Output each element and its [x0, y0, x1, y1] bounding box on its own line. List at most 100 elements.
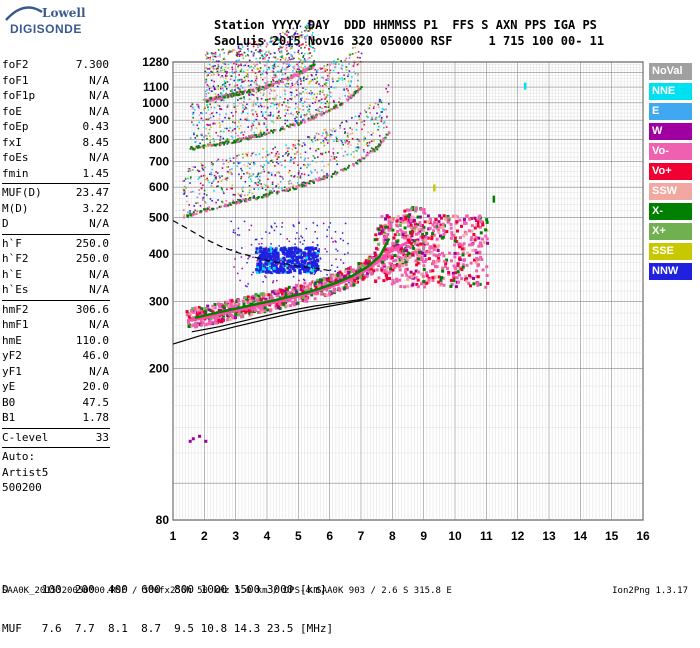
echo-point	[219, 124, 221, 127]
echo-point	[304, 164, 306, 166]
echo-point	[192, 166, 195, 168]
echo-point	[226, 73, 228, 75]
echo-point	[275, 103, 278, 106]
echo-point	[298, 111, 300, 114]
echo-point	[214, 53, 217, 56]
echo-point	[231, 68, 234, 71]
echo-point	[203, 193, 206, 195]
spread-f-point	[390, 282, 394, 286]
echo-edge-point	[245, 200, 248, 203]
spread-f-point	[409, 241, 413, 245]
echo-point	[350, 81, 352, 83]
f-trace-point	[369, 267, 373, 271]
spread-f-point	[435, 237, 439, 241]
spread-f-point	[485, 274, 489, 278]
echo-point	[354, 72, 357, 75]
echo-point	[344, 141, 347, 144]
echo-point	[347, 95, 349, 98]
diffuse-point	[294, 247, 297, 249]
echo-point	[236, 125, 239, 128]
echo-edge-point	[268, 193, 271, 196]
diffuse-point	[326, 274, 328, 276]
f-trace-point	[250, 312, 254, 316]
echo-point	[270, 80, 273, 83]
echo-point	[225, 179, 228, 181]
spread-f-point	[439, 216, 443, 220]
diffuse-point	[252, 271, 254, 274]
echo-point	[264, 58, 266, 61]
echo-edge-point	[387, 131, 390, 134]
echo-point	[256, 101, 259, 104]
echo-edge-point	[287, 77, 290, 80]
echo-point	[323, 144, 326, 147]
echo-edge-point	[257, 196, 260, 199]
es-point	[254, 250, 258, 254]
legend-item-sse: SSE	[649, 243, 692, 260]
spread-f-point	[419, 255, 423, 259]
echo-point	[277, 65, 279, 68]
echo-edge-point	[228, 94, 231, 97]
low-echo-point	[198, 434, 202, 438]
echo-point	[226, 127, 228, 130]
echo-point	[246, 72, 249, 75]
echo-point	[265, 51, 267, 53]
echo-point	[297, 171, 300, 174]
echo-edge-point	[206, 208, 209, 211]
param-label: yF1	[2, 364, 22, 378]
echo-point	[220, 180, 223, 182]
echo-edge-point	[227, 141, 230, 144]
echo-point	[240, 78, 243, 81]
echo-point	[289, 46, 292, 49]
spread-f-point	[425, 231, 429, 235]
echo-point	[210, 79, 213, 82]
es-point	[303, 267, 307, 271]
echo-point	[291, 38, 293, 41]
echo-point	[367, 116, 369, 119]
echo-point	[241, 43, 243, 46]
spread-f-point	[409, 270, 413, 274]
f-trace-point	[248, 299, 252, 303]
echo-edge-point	[363, 157, 366, 160]
f-trace-point	[209, 317, 213, 321]
spread-f-point	[422, 225, 426, 229]
echo-point	[272, 148, 274, 150]
echo-point	[329, 135, 332, 138]
echo-point	[271, 97, 274, 100]
spread-f-point	[461, 253, 465, 257]
echo-point	[289, 91, 292, 94]
echo-point	[219, 137, 222, 140]
f-trace-point	[229, 301, 233, 305]
echo-point	[311, 26, 314, 28]
echo-edge-point	[377, 145, 380, 148]
echo-point	[294, 32, 297, 34]
echo-point	[214, 93, 217, 95]
echo-point	[266, 101, 269, 103]
f-trace-point	[243, 296, 247, 300]
spread-f-point	[420, 282, 424, 286]
echo-edge-point	[273, 129, 276, 132]
echo-point	[340, 64, 343, 66]
echo-edge-point	[305, 68, 308, 71]
es-point	[263, 265, 267, 269]
echo-point	[298, 93, 301, 95]
es-point	[297, 263, 301, 267]
f-trace-point	[206, 304, 210, 308]
f-trace-point	[213, 306, 217, 310]
echo-point	[283, 101, 285, 104]
echo-point	[241, 188, 243, 190]
echo-point	[349, 144, 352, 146]
spread-f-point	[422, 245, 426, 249]
echo-point	[277, 38, 280, 40]
es-point	[270, 262, 274, 266]
echo-edge-point	[201, 145, 204, 148]
echo-point	[196, 124, 199, 127]
echo-point	[248, 119, 250, 122]
echo-edge-point	[236, 201, 239, 204]
echo-point	[309, 163, 312, 166]
echo-point	[326, 172, 328, 175]
f-trace-point	[322, 277, 326, 281]
echo-point	[229, 127, 231, 129]
echo-point	[303, 114, 306, 116]
echo-point	[337, 79, 340, 82]
param-value: 20.0	[82, 380, 110, 393]
